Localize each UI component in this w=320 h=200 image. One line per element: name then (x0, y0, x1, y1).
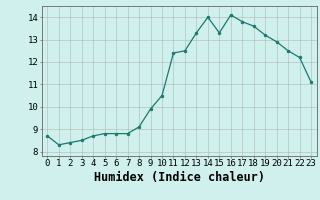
X-axis label: Humidex (Indice chaleur): Humidex (Indice chaleur) (94, 171, 265, 184)
